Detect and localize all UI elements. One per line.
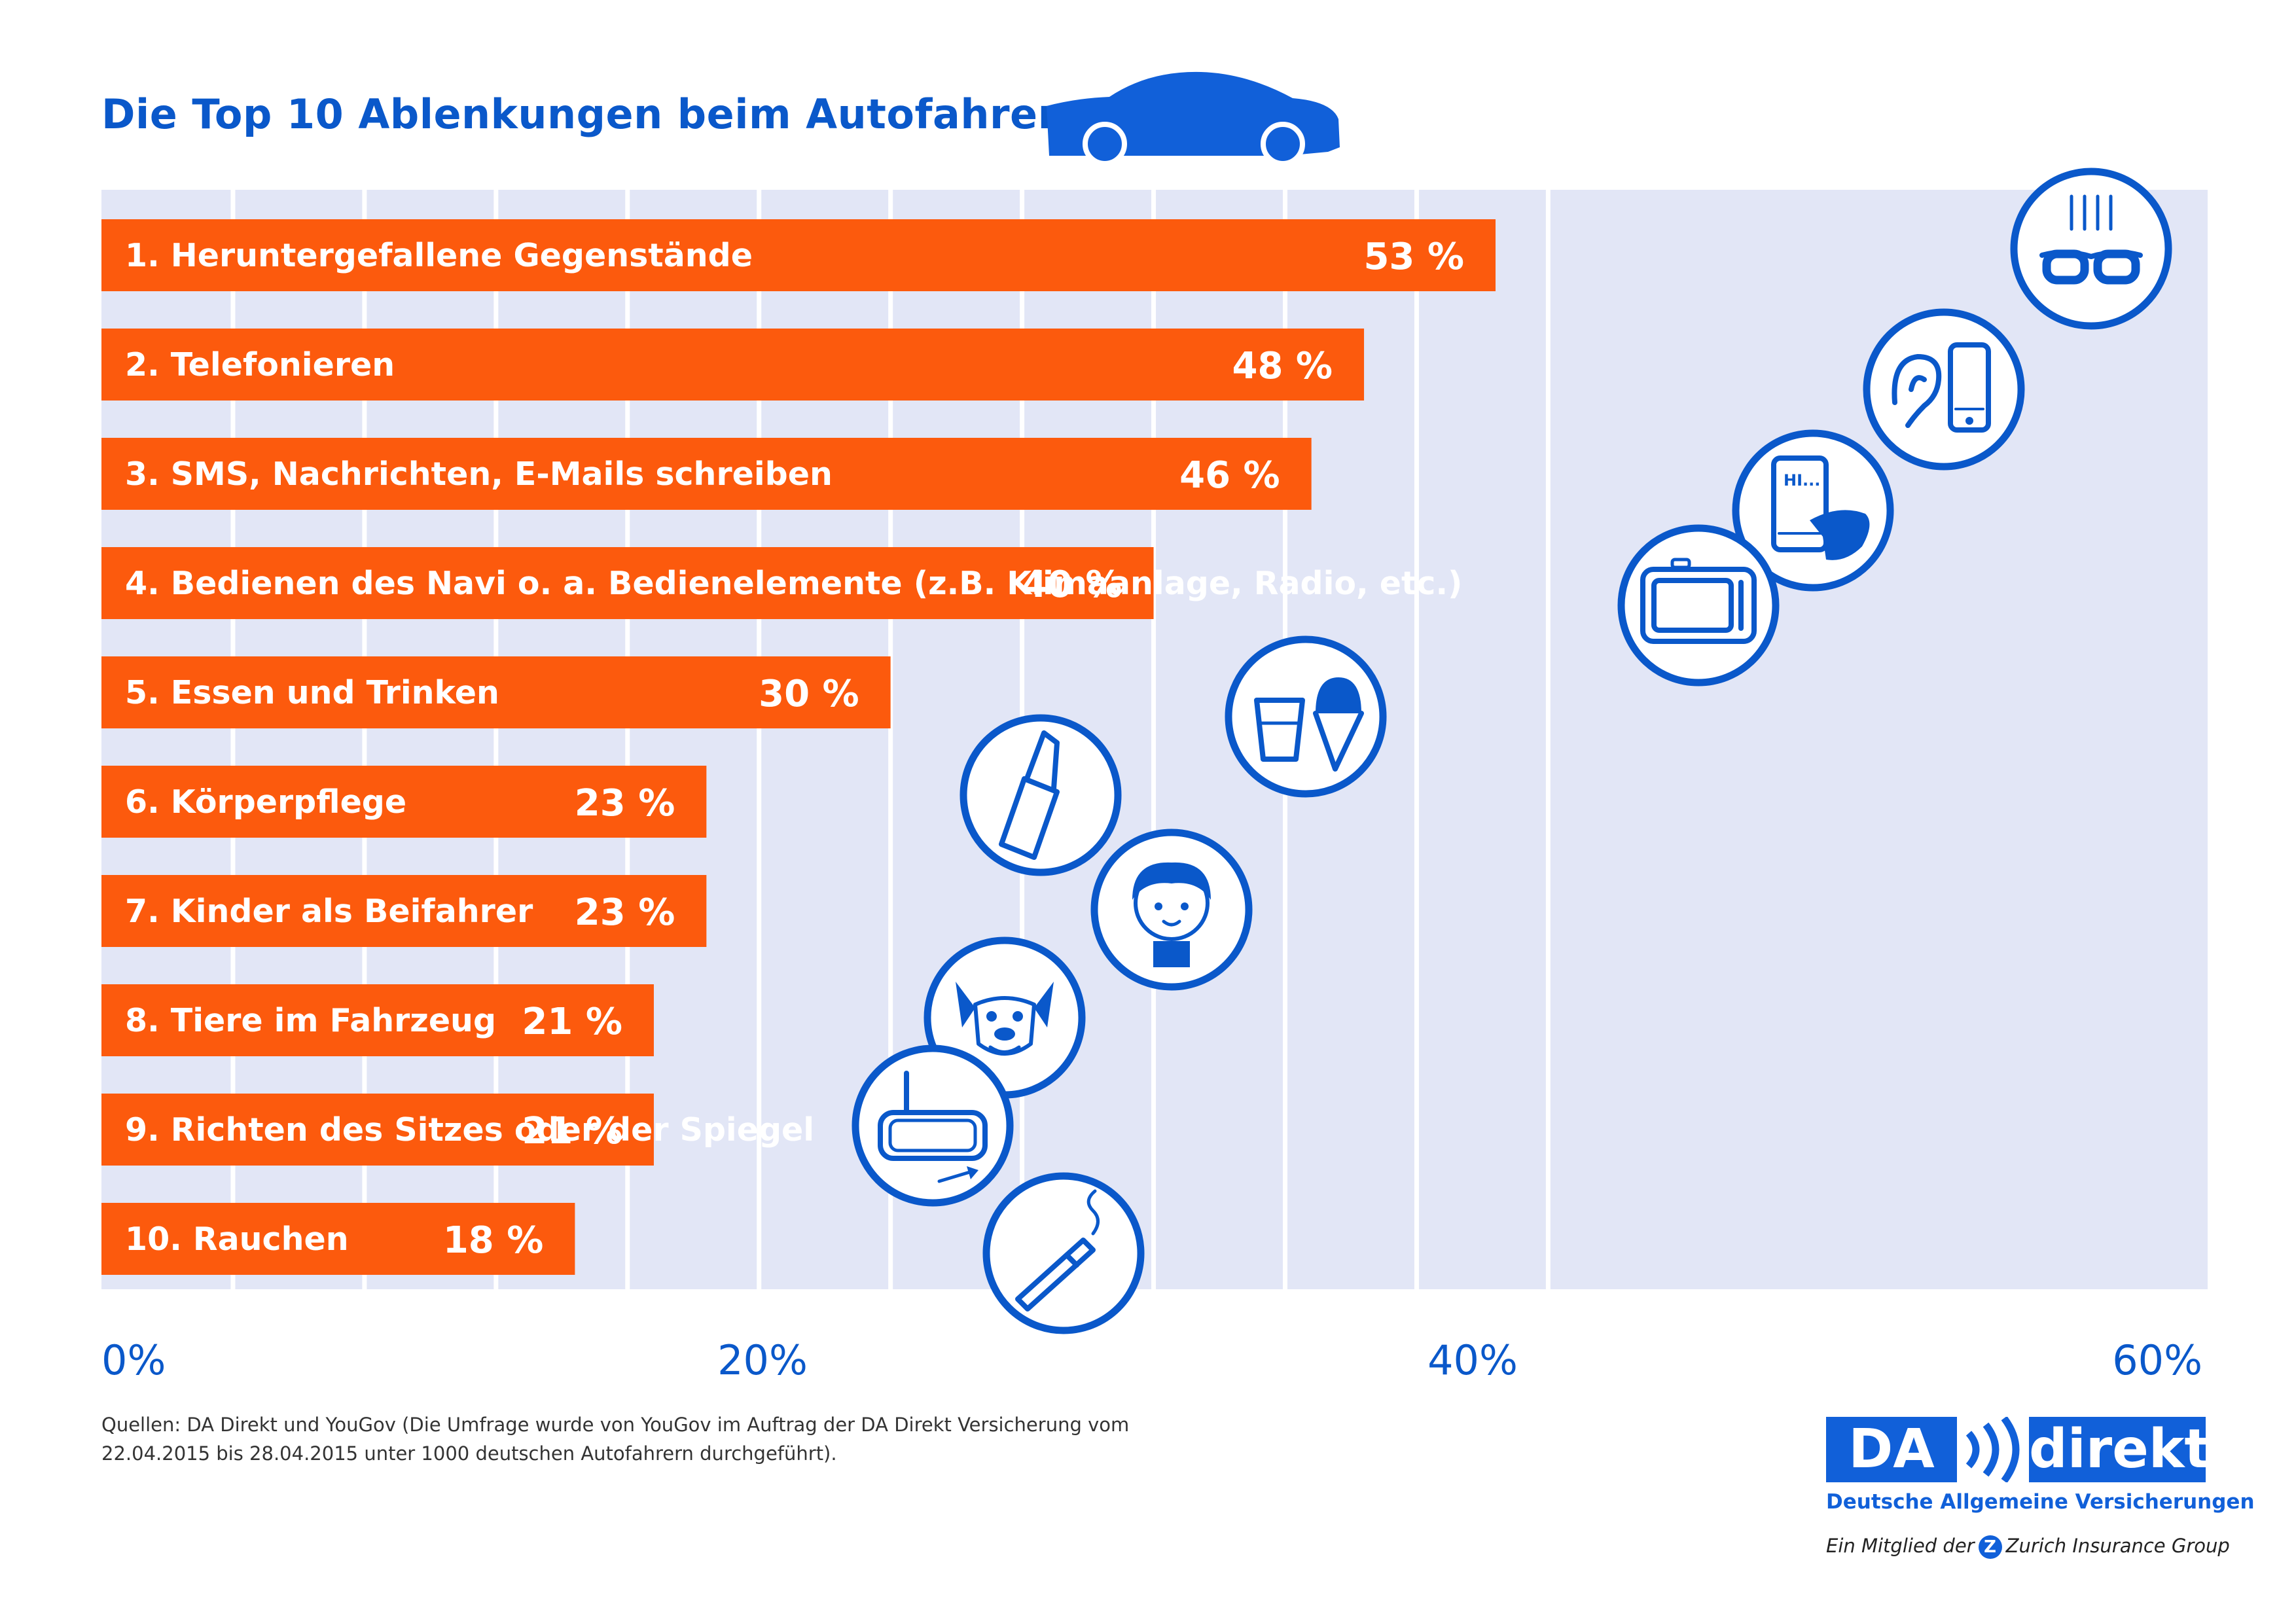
bar-label-10: 10. Rauchen [125, 1221, 349, 1258]
bar-value-2: 48 % [1232, 345, 1333, 387]
group-name: Zurich Insurance Group [2005, 1535, 2230, 1557]
bar-value-6: 23 % [575, 782, 675, 825]
navi-device-icon [1617, 524, 1780, 687]
ear-phone-icon [1863, 308, 2025, 471]
logo-da: DA [1826, 1417, 1957, 1482]
bar-label-1: 1. Heruntergefallene Gegenstände [125, 237, 753, 274]
bar-label-3: 3. SMS, Nachrichten, E-Mails schreiben [125, 455, 833, 493]
bar-7 [101, 875, 707, 947]
logo-direkt: direkt [2029, 1417, 2210, 1482]
source-note: Quellen: DA Direkt und YouGov (Die Umfra… [101, 1414, 1130, 1465]
bar-label-4: 4. Bedienen des Navi o. a. Bedienelement… [125, 565, 1462, 602]
icon-circle [1090, 829, 1253, 991]
x-tick-40: 40% [1427, 1336, 1518, 1384]
car-icon [1047, 71, 1340, 166]
bar-value-5: 30 % [759, 673, 859, 715]
bar-label-5: 5. Essen und Trinken [125, 674, 499, 711]
svg-text:HI...: HI... [1784, 471, 1820, 490]
bars: 1. Heruntergefallene Gegenstände 53 % 2. T… [101, 219, 1496, 1275]
signal-waves-icon [1965, 1417, 2020, 1482]
falling-glasses-icon [2010, 168, 2172, 330]
logo-subtitle: Deutsche Allgemeine Versicherungen [1826, 1490, 2255, 1514]
bar-4 [101, 547, 1154, 619]
icon-circle [2010, 168, 2172, 330]
bar-value-3: 46 % [1179, 454, 1280, 497]
bar-value-1: 53 % [1363, 236, 1464, 278]
bar-label-9: 9. Richten des Sitzes oder der Spiegel [125, 1111, 814, 1149]
icon-circle [982, 1172, 1145, 1334]
bar-value-9: 21 % [522, 1110, 622, 1152]
bar-10 [101, 1203, 575, 1275]
icon-circle [960, 714, 1122, 876]
da-direkt-logo: DA direkt Deutsche Allgemeine Versicheru… [1826, 1417, 2255, 1574]
bar-5 [101, 656, 891, 728]
bar-8 [101, 984, 654, 1056]
icon-circle [1863, 308, 2025, 471]
bar-3 [101, 438, 1312, 510]
icons: HI... [852, 168, 2172, 1334]
x-tick-60: 60% [2112, 1336, 2202, 1384]
bar-value-4: 40 % [1022, 563, 1122, 606]
bar-value-10: 18 % [443, 1219, 544, 1262]
zurich-logo-icon: Z [1978, 1535, 2002, 1559]
logo-wordmark: DA direkt [1826, 1417, 2210, 1482]
x-tick-20: 20% [717, 1336, 808, 1384]
bar-value-8: 21 % [522, 1001, 622, 1043]
mirror-icon [852, 1044, 1014, 1207]
x-tick-0: 0% [101, 1336, 166, 1384]
child-icon [1090, 829, 1253, 991]
bar-label-7: 7. Kinder als Beifahrer [125, 893, 533, 930]
texting-phone-icon: HI... [1732, 429, 1894, 592]
member-prefix: Ein Mitglied der [1826, 1535, 1975, 1557]
bar-6 [101, 766, 707, 838]
bar-1 [101, 219, 1496, 291]
drink-and-ice-cream-icon [1225, 635, 1387, 798]
lipstick-icon [960, 714, 1122, 876]
logo-member-line: Ein Mitglied der Z Zurich Insurance Group [1826, 1535, 2230, 1559]
bar-label-8: 8. Tiere im Fahrzeug [125, 1002, 496, 1039]
page-title: Die Top 10 Ablenkungen beim Autofahren [101, 90, 1067, 138]
bar-label-6: 6. Körperpflege [125, 783, 406, 821]
bar-2 [101, 329, 1365, 401]
bar-label-2: 2. Telefonieren [125, 346, 395, 383]
bar-value-7: 23 % [575, 891, 675, 934]
x-axis-ticks: 0% 20% 40% 60% [101, 1336, 2202, 1384]
icon-circle [852, 1044, 1014, 1207]
bar-9 [101, 1094, 654, 1166]
cigarette-icon [982, 1172, 1145, 1334]
